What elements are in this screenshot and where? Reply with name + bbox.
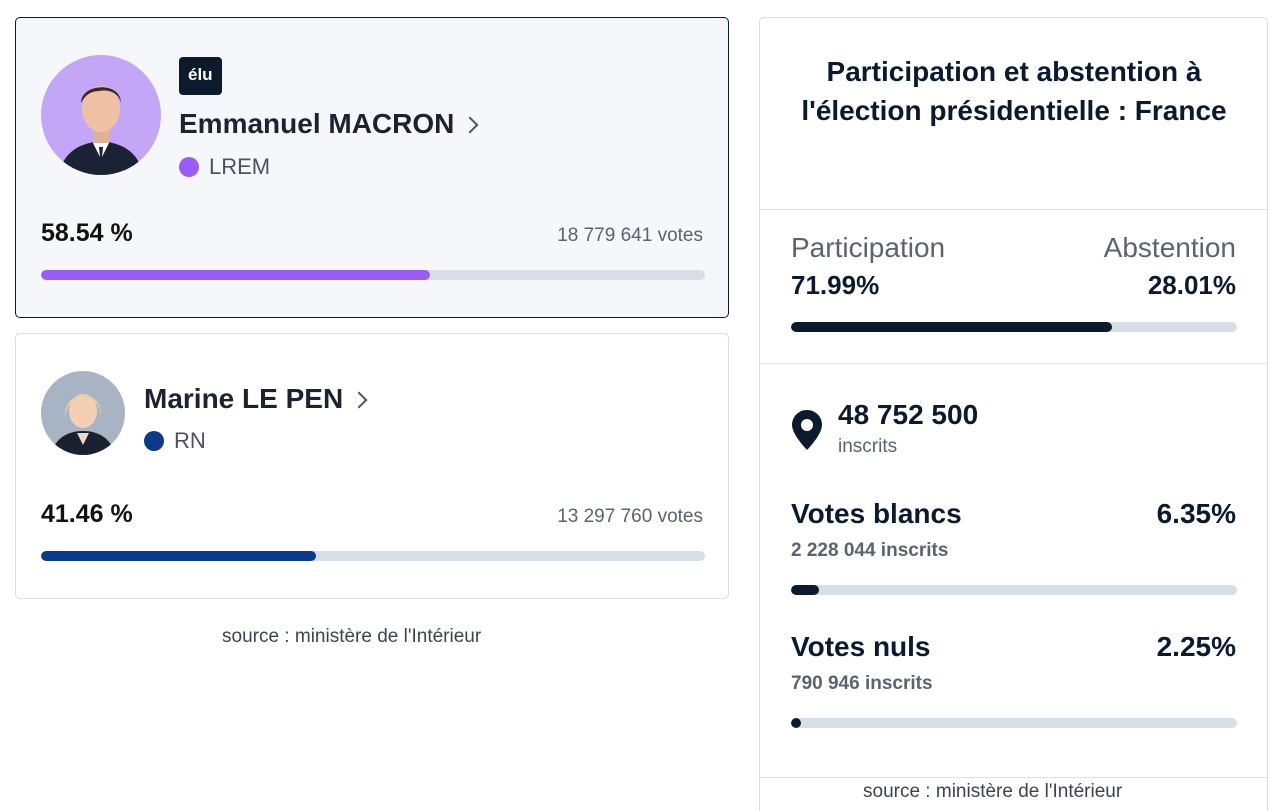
blank-votes-title: Votes blancs [791,498,962,529]
vote-percentage: 41.46 % [41,500,133,528]
vote-progress-bar [41,270,705,280]
blank-votes-percent: 6.35% [1156,498,1236,529]
registered-count: 48 752 500 [838,399,979,430]
registered-label: inscrits [838,436,898,457]
portrait-image [41,371,125,455]
null-votes-percent: 2.25% [1156,631,1236,662]
source-note: source : ministère de l'Intérieur [863,781,1123,802]
vote-percentage: 58.54 % [41,219,133,247]
participation-bar [791,322,1237,332]
participation-value: 71.99% [791,270,880,300]
blank-votes-count: 2 228 044 inscrits [791,540,949,561]
candidate-name: Marine LE PEN [144,383,344,414]
panel-title: Participation et abstention à l'élection… [801,56,1227,126]
participation-label: Participation [791,232,946,263]
divider [760,209,1268,210]
chevron-right-icon [461,116,479,134]
divider [760,363,1268,364]
candidate-name-link[interactable]: Marine LE PEN [144,383,368,415]
elected-badge: élu [179,57,222,95]
null-votes-title: Votes nuls [791,631,931,662]
party-color-dot [144,431,164,451]
candidate-name-link[interactable]: Emmanuel MACRON [179,108,479,140]
portrait-image [41,55,161,175]
null-votes-fill [791,718,802,728]
vote-progress-fill [41,270,430,280]
party-color-dot [179,157,199,177]
null-votes-bar [791,718,1237,728]
null-votes-count: 790 946 inscrits [791,673,933,694]
vote-count: 18 779 641 votes [557,225,703,246]
abstention-label: Abstention [1103,232,1236,263]
chevron-right-icon [350,391,368,409]
party-name: LREM [209,154,271,179]
abstention-value: 28.01% [1147,270,1236,300]
candidate-avatar [41,55,161,175]
vote-count: 13 297 760 votes [557,506,703,527]
location-pin-icon [792,410,822,450]
party-label: RN [144,428,206,454]
party-name: RN [174,428,206,453]
blank-votes-bar [791,585,1237,595]
participation-fill [791,322,1113,332]
vote-progress-bar [41,551,705,561]
party-label: LREM [179,154,270,180]
candidate-card-lepen[interactable]: Marine LE PEN RN 41.46 % 13 297 760 vote… [15,333,729,599]
candidate-name: Emmanuel MACRON [179,108,455,139]
source-note: source : ministère de l'Intérieur [222,626,482,647]
vote-progress-fill [41,551,317,561]
participation-panel: Participation et abstention à l'élection… [759,17,1268,811]
blank-votes-fill [791,585,820,595]
divider [760,777,1268,778]
candidate-avatar [41,371,125,455]
candidate-card-macron[interactable]: élu Emmanuel MACRON LREM 58.54 % 18 779 … [15,17,729,318]
